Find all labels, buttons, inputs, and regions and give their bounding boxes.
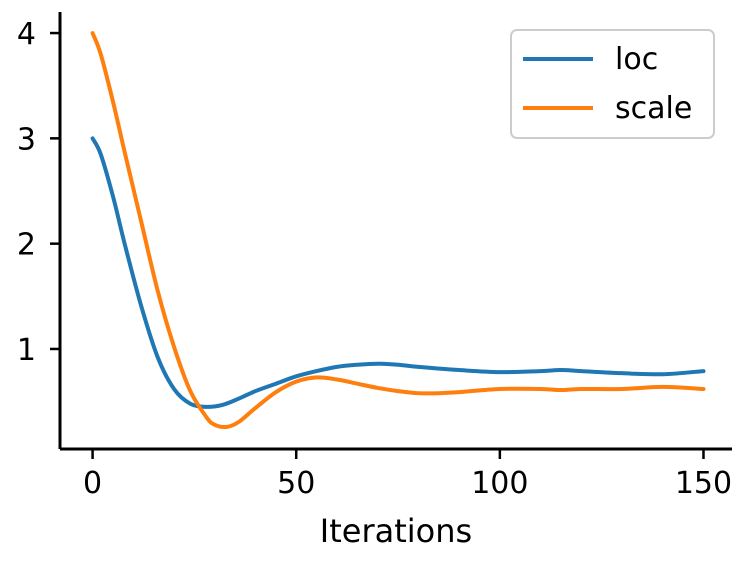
y-tick-label: 3 [17,122,36,157]
x-axis-title: Iterations [320,512,472,550]
legend-label-scale: scale [615,91,692,126]
axes: 0 50 100 150 1 2 3 4 [17,12,732,501]
plot-area [90,31,706,430]
y-tick-label: 2 [17,228,36,263]
series-line-scale [90,31,706,430]
y-tick-label: 1 [17,333,36,368]
x-tick-label: 0 [83,466,102,501]
x-tick-label: 50 [277,466,315,501]
legend-label-loc: loc [615,42,658,77]
legend: loc scale [510,29,715,139]
y-tick-label: 4 [17,17,36,52]
x-tick-label: 150 [675,466,732,501]
x-tick-label: 100 [471,466,528,501]
series-line-loc [90,136,706,409]
